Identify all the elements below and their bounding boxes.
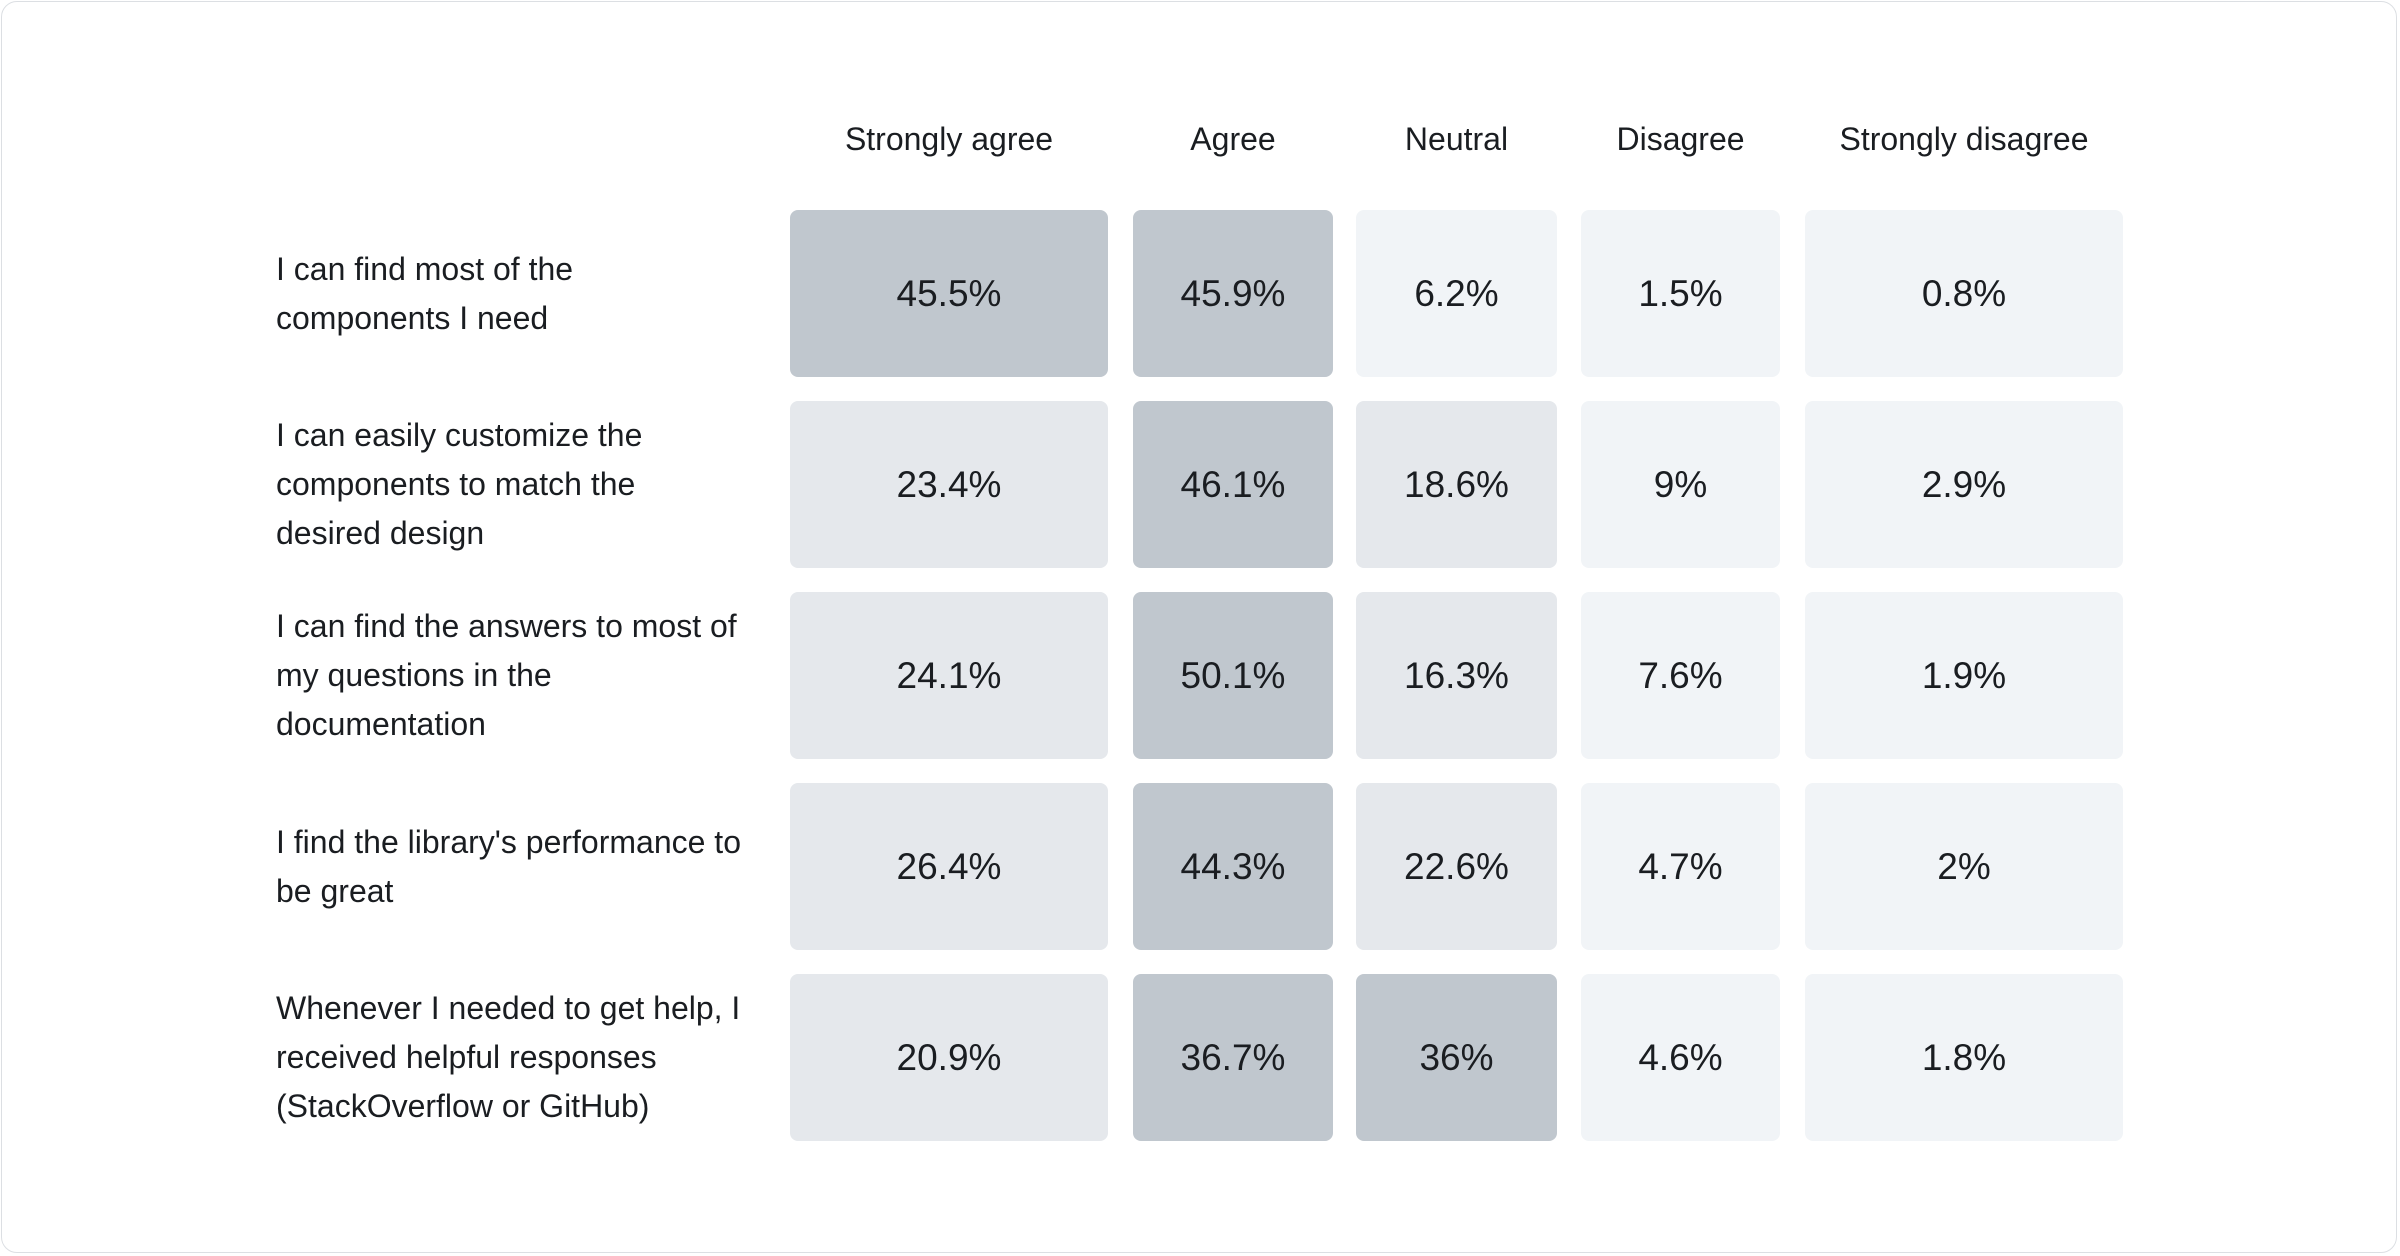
column-header: Strongly disagree	[1839, 121, 2089, 157]
row-label: I can find most of the components I need	[276, 250, 574, 336]
cell: 24.1%	[790, 592, 1108, 759]
cell: 1.5%	[1581, 210, 1780, 377]
cell: 4.7%	[1581, 783, 1780, 950]
cell: 2%	[1805, 783, 2123, 950]
cell: 18.6%	[1356, 401, 1557, 568]
cell: 16.3%	[1356, 592, 1557, 759]
column-header: Agree	[1190, 121, 1276, 157]
cell: 6.2%	[1356, 210, 1557, 377]
cell: 2.9%	[1805, 401, 2123, 568]
cell: 36.7%	[1133, 974, 1333, 1141]
cell: 20.9%	[790, 974, 1108, 1141]
cell: 44.3%	[1133, 783, 1333, 950]
cell: 7.6%	[1581, 592, 1780, 759]
cell: 23.4%	[790, 401, 1108, 568]
column-header: Disagree	[1616, 121, 1745, 157]
row-label: I can find the answers to most of my que…	[276, 608, 737, 742]
cell: 36%	[1356, 974, 1557, 1141]
cell: 9%	[1581, 401, 1780, 568]
cell: 0.8%	[1805, 210, 2123, 377]
cell: 26.4%	[790, 783, 1108, 950]
cell: 1.8%	[1805, 974, 2123, 1141]
column-header: Neutral	[1404, 121, 1509, 157]
row-label: I find the library's performance to be g…	[276, 823, 741, 909]
cell: 46.1%	[1133, 401, 1333, 568]
row-label: I can easily customize the components to…	[276, 417, 643, 551]
cell: 50.1%	[1133, 592, 1333, 759]
cell: 45.5%	[790, 210, 1108, 377]
cell: 45.9%	[1133, 210, 1333, 377]
column-header: Strongly agree	[844, 121, 1054, 157]
cell: 22.6%	[1356, 783, 1557, 950]
row-label: Whenever I needed to get help, I receive…	[276, 990, 741, 1124]
cell: 4.6%	[1581, 974, 1780, 1141]
cell: 1.9%	[1805, 592, 2123, 759]
